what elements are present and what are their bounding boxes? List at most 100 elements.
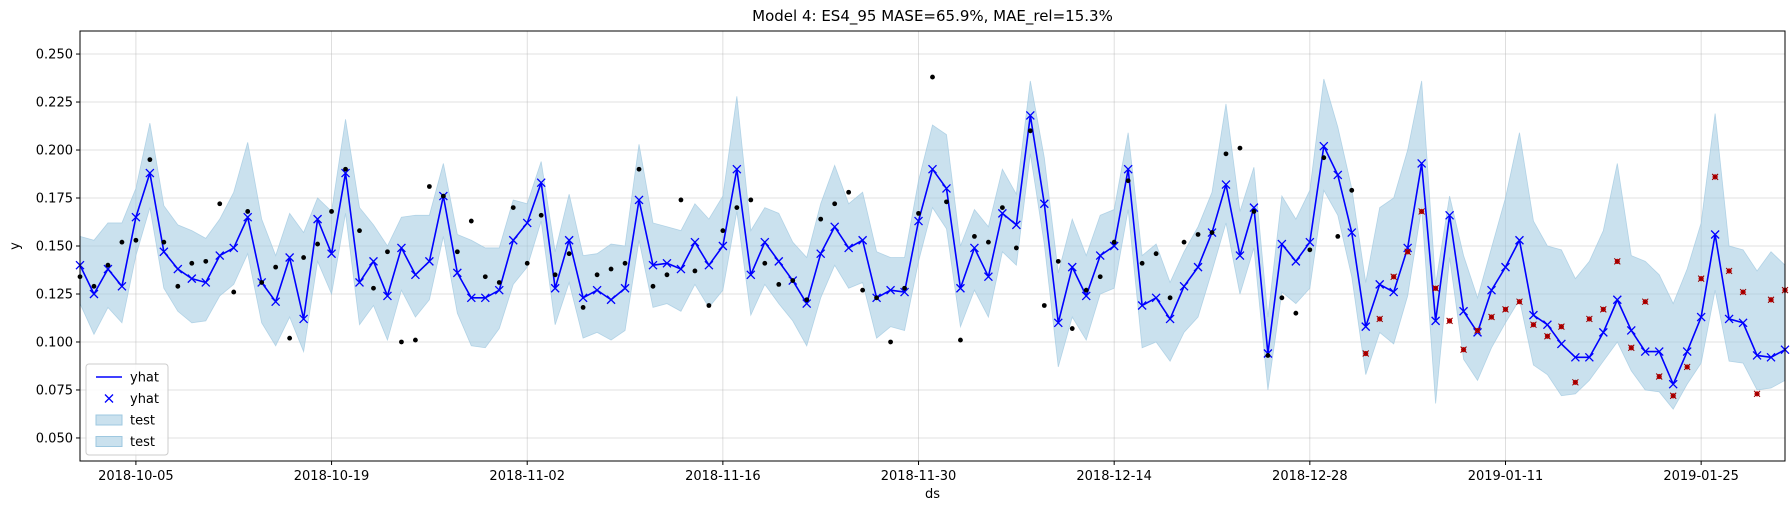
history-point xyxy=(706,303,712,308)
x-tick-label: 2018-12-28 xyxy=(1272,469,1348,484)
x-tick-label: 2018-12-14 xyxy=(1076,469,1152,484)
history-point xyxy=(1293,310,1299,316)
yhat-marker xyxy=(1109,241,1119,251)
yhat-marker xyxy=(760,237,770,247)
history-point xyxy=(566,251,572,257)
history-point xyxy=(874,295,879,301)
test-point-cross xyxy=(1460,346,1467,354)
yhat-marker xyxy=(732,164,742,174)
yhat-marker xyxy=(816,249,826,259)
yhat-marker xyxy=(355,278,364,287)
yhat-marker xyxy=(564,235,574,245)
history-point xyxy=(804,297,810,303)
history-point xyxy=(1097,274,1103,280)
test-point-cross xyxy=(1599,305,1607,313)
yhat-marker xyxy=(1361,322,1371,332)
history-point xyxy=(440,193,446,199)
yhat-marker xyxy=(606,295,616,305)
yhat-marker xyxy=(1612,295,1622,305)
yhat-marker xyxy=(718,241,728,251)
yhat-marker xyxy=(662,258,672,268)
history-point xyxy=(664,272,670,278)
yhat-marker xyxy=(229,243,239,253)
history-point xyxy=(1055,258,1061,264)
history-point xyxy=(273,264,279,270)
yhat-marker xyxy=(1179,281,1189,291)
yhat-marker xyxy=(1431,316,1441,326)
test-point-cross xyxy=(1613,258,1621,265)
yhat-marker xyxy=(313,214,323,224)
yhat-marker xyxy=(131,212,141,222)
history-point xyxy=(259,280,265,285)
yhat-marker xyxy=(1724,314,1734,324)
history-point xyxy=(1111,239,1117,245)
yhat-marker xyxy=(1445,210,1455,220)
legend: yhat yhat test test xyxy=(85,363,169,456)
test-point-cross xyxy=(1474,327,1481,334)
yhat-marker xyxy=(159,247,169,257)
history-point xyxy=(1209,230,1215,235)
history-point xyxy=(832,201,838,207)
y-tick-label: 0.050 xyxy=(36,431,73,446)
yhat-marker xyxy=(914,216,923,226)
history-point xyxy=(1153,251,1159,257)
yhat-marker xyxy=(424,256,434,266)
test-point-cross xyxy=(1362,350,1370,357)
history-point xyxy=(524,260,530,266)
history-point xyxy=(776,281,782,287)
yhat-marker xyxy=(201,278,211,287)
y-axis-ticks: 0.050 0.075 0.100 0.125 0.150 0.175 0.200 0.225… xyxy=(36,48,80,446)
history-point xyxy=(1195,232,1201,237)
history-point xyxy=(846,189,852,195)
test-point-cross xyxy=(1516,298,1523,306)
yhat-marker xyxy=(844,243,854,253)
test-point-cross xyxy=(1488,313,1495,321)
history-point xyxy=(1083,287,1089,293)
history-point xyxy=(357,228,362,234)
history-point xyxy=(147,157,153,163)
yhat-marker xyxy=(299,314,309,324)
history-point xyxy=(468,218,474,224)
history-point xyxy=(510,205,516,211)
yhat-marker xyxy=(369,256,378,266)
yhat-marker xyxy=(1528,310,1538,320)
yhat-marker xyxy=(1640,347,1650,357)
history-point xyxy=(91,283,97,289)
history-point xyxy=(454,249,460,255)
test-point-cross xyxy=(1376,315,1384,323)
history-point xyxy=(636,166,642,172)
yhat-marker xyxy=(550,283,560,293)
history-point xyxy=(1335,234,1341,239)
legend-box xyxy=(85,363,169,456)
history-point xyxy=(413,337,418,343)
yhat-marker xyxy=(1682,347,1692,357)
history-point xyxy=(1321,155,1327,161)
yhat-marker xyxy=(1347,228,1357,238)
yhat-marker xyxy=(620,283,630,293)
test-point-cross xyxy=(1753,390,1761,398)
history-point xyxy=(1041,303,1047,308)
yhat-marker xyxy=(578,293,588,303)
yhat-marker xyxy=(1501,262,1510,272)
yhat-marker xyxy=(690,237,700,247)
history-point xyxy=(371,285,376,291)
yhat-marker xyxy=(1123,164,1133,174)
yhat-marker xyxy=(1626,326,1636,335)
yhat-marker xyxy=(1319,141,1329,151)
history-point xyxy=(860,287,866,293)
yhat-marker xyxy=(1235,251,1245,261)
history-point xyxy=(930,74,935,80)
yhat-marker xyxy=(1654,347,1664,357)
yhat-marker xyxy=(1011,220,1021,230)
legend-band-swatch xyxy=(95,414,123,426)
yhat-marker xyxy=(1081,291,1091,301)
y-tick-label: 0.125 xyxy=(36,287,73,302)
history-point xyxy=(608,266,614,272)
history-point xyxy=(818,216,824,222)
yhat-marker xyxy=(802,299,812,309)
test-point-cross xyxy=(1697,275,1705,282)
yhat-marker xyxy=(1459,306,1469,316)
history-point xyxy=(1223,151,1229,157)
yhat-marker xyxy=(1137,301,1147,310)
